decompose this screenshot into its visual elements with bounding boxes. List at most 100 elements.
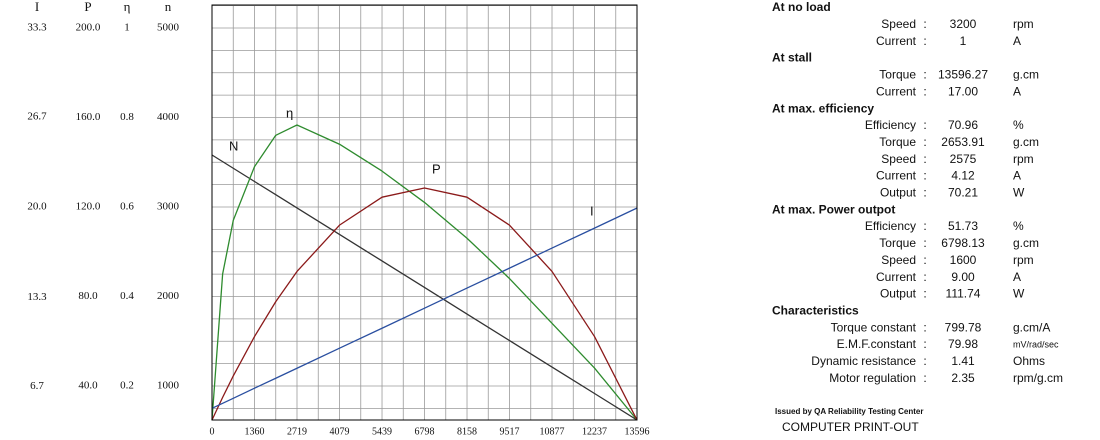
spec-separator: : <box>923 118 926 132</box>
spec-value: 1600 <box>950 253 977 267</box>
spec-value: 13596.27 <box>938 68 988 82</box>
series-label: η <box>286 105 293 120</box>
spec-separator: : <box>923 320 926 334</box>
spec-value: 51.73 <box>948 219 978 233</box>
y-axis-label: η <box>124 0 131 14</box>
spec-label: Efficiency <box>865 118 916 132</box>
spec-separator: : <box>923 354 926 368</box>
spec-value: 79.98 <box>948 337 978 351</box>
spec-label: Output <box>880 287 917 301</box>
y-tick-label: 6.7 <box>30 380 44 392</box>
spec-separator: : <box>923 34 926 48</box>
x-tick-label: 4079 <box>330 426 350 437</box>
y-tick-label: 20.0 <box>27 201 47 213</box>
spec-value: 2.35 <box>951 371 975 385</box>
spec-unit: % <box>1013 219 1024 233</box>
spec-label: Current <box>876 270 917 284</box>
section-title: At max. Power outpot <box>772 202 895 216</box>
spec-unit: A <box>1013 84 1021 98</box>
spec-separator: : <box>923 337 926 351</box>
section-title: At stall <box>772 51 812 65</box>
x-tick-label: 1360 <box>245 426 265 437</box>
spec-label: Dynamic resistance <box>811 354 916 368</box>
spec-label: Current <box>876 34 917 48</box>
spec-value: 70.21 <box>948 186 978 200</box>
spec-unit: g.cm <box>1013 68 1039 82</box>
spec-label: E.M.F.constant <box>837 337 917 351</box>
spec-value: 70.96 <box>948 118 978 132</box>
spec-unit: rpm/g.cm <box>1013 371 1063 385</box>
spec-label: Speed <box>881 152 916 166</box>
spec-label: Current <box>876 84 917 98</box>
spec-unit: % <box>1013 118 1024 132</box>
y-axis-label: n <box>165 0 172 14</box>
y-tick-label: 26.7 <box>27 110 47 122</box>
y-tick-label: 0.2 <box>120 380 134 392</box>
series-label: P <box>432 161 441 176</box>
y-tick-label: 1 <box>124 21 130 33</box>
y-axis-label: P <box>84 0 91 14</box>
x-tick-label: 8158 <box>457 426 477 437</box>
spec-label: Speed <box>881 17 916 31</box>
spec-table: At no load Speed: 3200 rpm Current: 1 A At stal… <box>772 0 1063 434</box>
x-tick-label: 9517 <box>499 426 519 437</box>
axes: 0 1360 2719 4079 5439 6798 8158 9517 10877 12237 1… <box>27 0 649 437</box>
series-label: I <box>590 203 594 218</box>
print-note: COMPUTER PRINT-OUT <box>782 420 919 434</box>
spec-label: Output <box>880 186 917 200</box>
spec-unit: g.cm/A <box>1013 320 1050 334</box>
y-tick-label: 3000 <box>157 201 180 213</box>
spec-separator: : <box>923 152 926 166</box>
spec-value: 17.00 <box>948 84 978 98</box>
series-line <box>211 124 638 421</box>
curves: Nη P I <box>211 105 638 421</box>
y-tick-label: 40.0 <box>78 380 98 392</box>
spec-separator: : <box>923 68 926 82</box>
y-tick-label: 1000 <box>157 380 180 392</box>
x-tick-label: 13596 <box>625 426 650 437</box>
spec-separator: : <box>923 287 926 301</box>
spec-separator: : <box>923 186 926 200</box>
spec-unit: rpm <box>1013 17 1034 31</box>
spec-value: 4.12 <box>951 169 975 183</box>
x-tick-label: 10877 <box>540 426 565 437</box>
spec-unit: Ohms <box>1013 354 1045 368</box>
y-tick-label: 33.3 <box>27 21 47 33</box>
spec-separator: : <box>923 17 926 31</box>
y-tick-label: 0.4 <box>120 290 134 302</box>
series-line <box>211 154 638 421</box>
spec-separator: : <box>923 253 926 267</box>
grid <box>211 5 638 420</box>
spec-value: 2575 <box>950 152 977 166</box>
y-tick-label: 200.0 <box>76 22 101 34</box>
section-title: At max. efficiency <box>772 101 874 115</box>
x-tick-label: 5439 <box>372 426 392 437</box>
spec-label: Efficiency <box>865 219 916 233</box>
spec-unit: g.cm <box>1013 236 1039 250</box>
series-label: N <box>229 138 238 153</box>
plot-frame <box>211 4 638 421</box>
y-tick-label: 80.0 <box>78 290 98 302</box>
spec-unit: A <box>1013 169 1021 183</box>
y-tick-label: 120.0 <box>76 201 101 213</box>
spec-label: Torque <box>879 236 916 250</box>
series-line <box>211 207 638 409</box>
spec-value: 6798.13 <box>941 236 985 250</box>
spec-label: Torque constant <box>831 320 917 334</box>
spec-separator: : <box>923 236 926 250</box>
spec-unit: g.cm <box>1013 135 1039 149</box>
y-tick-label: 13.3 <box>27 291 47 303</box>
spec-separator: : <box>923 371 926 385</box>
spec-separator: : <box>923 135 926 149</box>
spec-value: 1 <box>960 34 967 48</box>
y-axis-label: I <box>35 0 39 14</box>
spec-value: 799.78 <box>945 320 982 334</box>
spec-value: 111.74 <box>946 287 981 301</box>
spec-unit: W <box>1013 287 1025 301</box>
spec-unit: A <box>1013 34 1021 48</box>
spec-separator: : <box>923 169 926 183</box>
x-tick-label: 6798 <box>415 426 435 437</box>
y-tick-label: 2000 <box>157 290 180 302</box>
spec-label: Torque <box>879 135 916 149</box>
section-title: Characteristics <box>772 303 859 317</box>
